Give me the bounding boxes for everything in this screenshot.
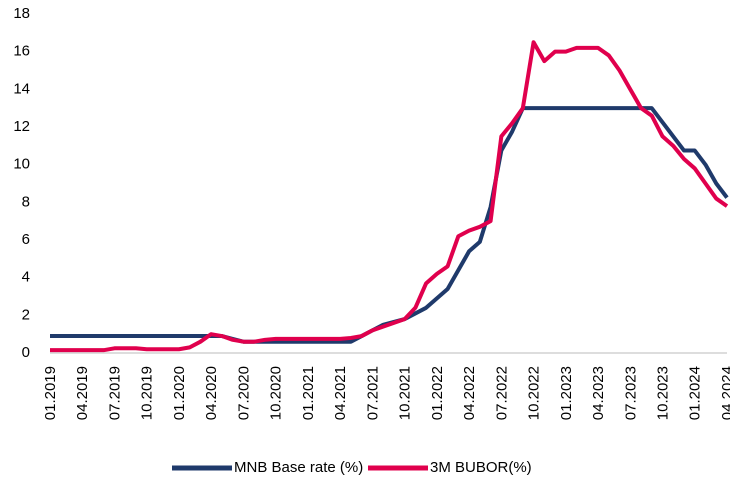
x-tick-label: 01.2020 [171, 366, 188, 420]
y-tick-label: 16 [13, 43, 30, 60]
x-tick-label: 04.2024 [719, 366, 730, 420]
x-tick-label: 01.2019 [42, 366, 59, 420]
x-tick-label: 07.2021 [364, 366, 381, 420]
x-tick-label: 01.2021 [300, 366, 317, 420]
y-tick-label: 14 [13, 80, 30, 97]
y-tick-label: 10 [13, 156, 30, 173]
x-tick-label: 07.2020 [235, 366, 252, 420]
x-tick-label: 07.2022 [493, 366, 510, 420]
x-tick-label: 01.2024 [687, 366, 704, 420]
y-tick-label: 18 [13, 5, 30, 22]
x-tick-label: 04.2022 [461, 366, 478, 420]
series-line [50, 40, 729, 353]
x-tick-label: 07.2023 [622, 366, 639, 420]
x-tick-label: 01.2022 [429, 366, 446, 420]
y-tick-label: 12 [13, 118, 30, 135]
x-tick-label: 04.2019 [74, 366, 91, 420]
y-tick-label: 4 [22, 269, 30, 286]
x-tick-label: 04.2021 [332, 366, 349, 420]
x-tick-label: 10.2021 [397, 366, 414, 420]
x-tick-label: 07.2019 [106, 366, 123, 420]
x-tick-label: 04.2020 [203, 366, 220, 420]
x-tick-label: 10.2019 [139, 366, 156, 420]
x-tick-label: 10.2023 [654, 366, 671, 420]
x-tick-label: 01.2023 [558, 366, 575, 420]
y-tick-label: 2 [22, 306, 30, 323]
y-tick-label: 8 [22, 193, 30, 210]
legend-label: MNB Base rate (%) [234, 459, 363, 476]
y-tick-label: 6 [22, 231, 30, 248]
series-line [50, 106, 729, 344]
y-tick-label: 0 [22, 344, 30, 361]
x-tick-label: 10.2022 [526, 366, 543, 420]
x-tick-label: 10.2020 [268, 366, 285, 420]
x-tick-label: 04.2023 [590, 366, 607, 420]
legend-label: 3M BUBOR(%) [430, 459, 532, 476]
